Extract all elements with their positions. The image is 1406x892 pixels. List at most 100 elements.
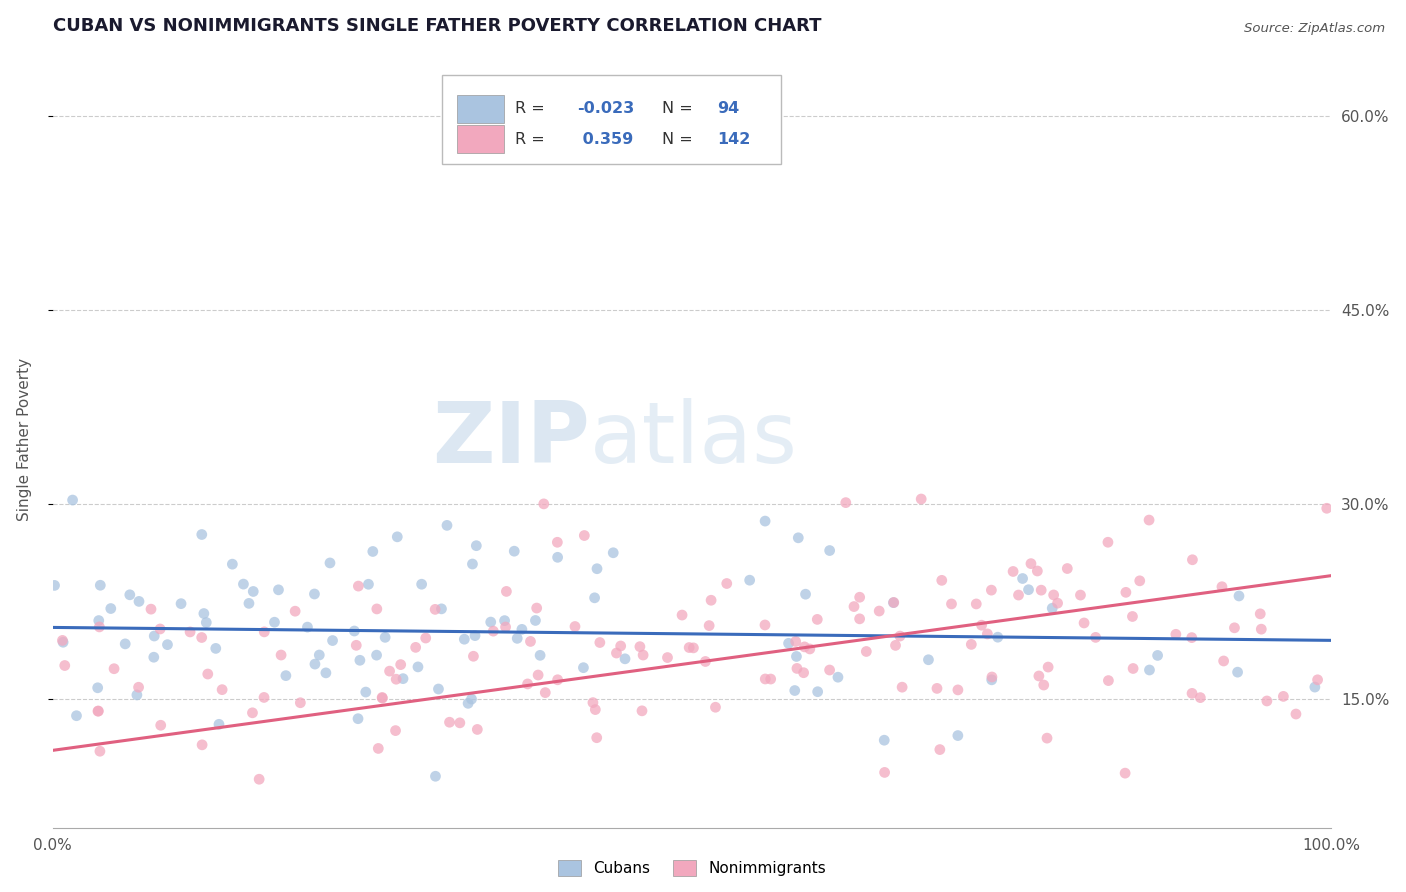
Point [1212,654,1234,668]
Point [793,665,815,680]
Point [465,723,488,737]
Point [125,688,148,702]
Point [1019,557,1042,571]
Point [704,700,727,714]
Text: Source: ZipAtlas.com: Source: ZipAtlas.com [1244,22,1385,36]
Point [128,594,150,608]
Point [347,579,370,593]
Point [754,514,776,528]
Point [806,612,828,626]
Text: 142: 142 [717,132,751,146]
Point [315,665,337,680]
Point [506,632,529,646]
Point [697,618,720,632]
Point [1129,574,1152,588]
Point [1272,690,1295,704]
Point [519,634,541,648]
Point [980,673,1002,687]
Point [1002,565,1025,579]
Point [425,769,447,783]
Point [678,640,700,655]
Point [987,630,1010,644]
Point [835,495,858,509]
Point [495,584,517,599]
Point [482,624,505,639]
Point [449,715,471,730]
Text: 94: 94 [717,101,740,116]
Point [44,578,66,592]
Point [1011,572,1033,586]
Point [389,657,412,672]
Point [304,657,326,671]
Point [785,649,807,664]
Point [547,673,569,687]
Point [86,681,108,695]
Point [1139,663,1161,677]
Point [366,602,388,616]
Point [547,550,569,565]
Point [527,668,550,682]
Point [1164,627,1187,641]
Point [208,717,231,731]
Point [51,633,73,648]
Point [1181,631,1204,645]
Point [1316,501,1339,516]
Point [274,668,297,682]
Text: atlas: atlas [589,398,797,482]
Point [1069,588,1091,602]
Point [787,531,810,545]
Point [970,618,993,632]
Point [415,631,437,645]
Point [1306,673,1329,687]
Point [1097,673,1119,688]
Point [564,619,586,633]
Point [754,672,776,686]
Point [628,640,651,654]
Point [1028,669,1050,683]
Point [357,577,380,591]
Point [221,557,243,571]
Point [191,738,214,752]
Point [794,587,817,601]
Point [855,644,877,658]
Point [242,706,264,720]
Point [1181,553,1204,567]
Point [671,608,693,623]
Point [1223,621,1246,635]
Point [423,602,446,616]
Point [436,518,458,533]
Point [827,670,849,684]
Point [818,663,841,677]
Point [349,653,371,667]
Point [605,646,627,660]
Y-axis label: Single Father Poverty: Single Father Poverty [17,359,32,521]
Point [347,712,370,726]
Point [427,681,450,696]
Legend: Cubans, Nonimmigrants: Cubans, Nonimmigrants [551,855,832,882]
Point [1121,609,1143,624]
Point [1285,706,1308,721]
Point [980,583,1002,598]
Point [371,690,394,705]
Point [574,528,596,542]
Point [89,578,111,592]
Point [533,497,555,511]
Point [759,672,782,686]
Point [946,682,969,697]
Text: CUBAN VS NONIMMIGRANTS SINGLE FATHER POVERTY CORRELATION CHART: CUBAN VS NONIMMIGRANTS SINGLE FATHER POV… [52,17,821,35]
Point [211,682,233,697]
Point [1249,607,1271,621]
Point [1036,660,1059,674]
Point [297,620,319,634]
Point [308,648,330,662]
Point [392,672,415,686]
Point [1018,582,1040,597]
Point [868,604,890,618]
Point [465,539,488,553]
Point [128,680,150,694]
Point [87,614,110,628]
Point [204,641,226,656]
Point [53,658,76,673]
Point [479,615,502,629]
Point [52,635,75,649]
